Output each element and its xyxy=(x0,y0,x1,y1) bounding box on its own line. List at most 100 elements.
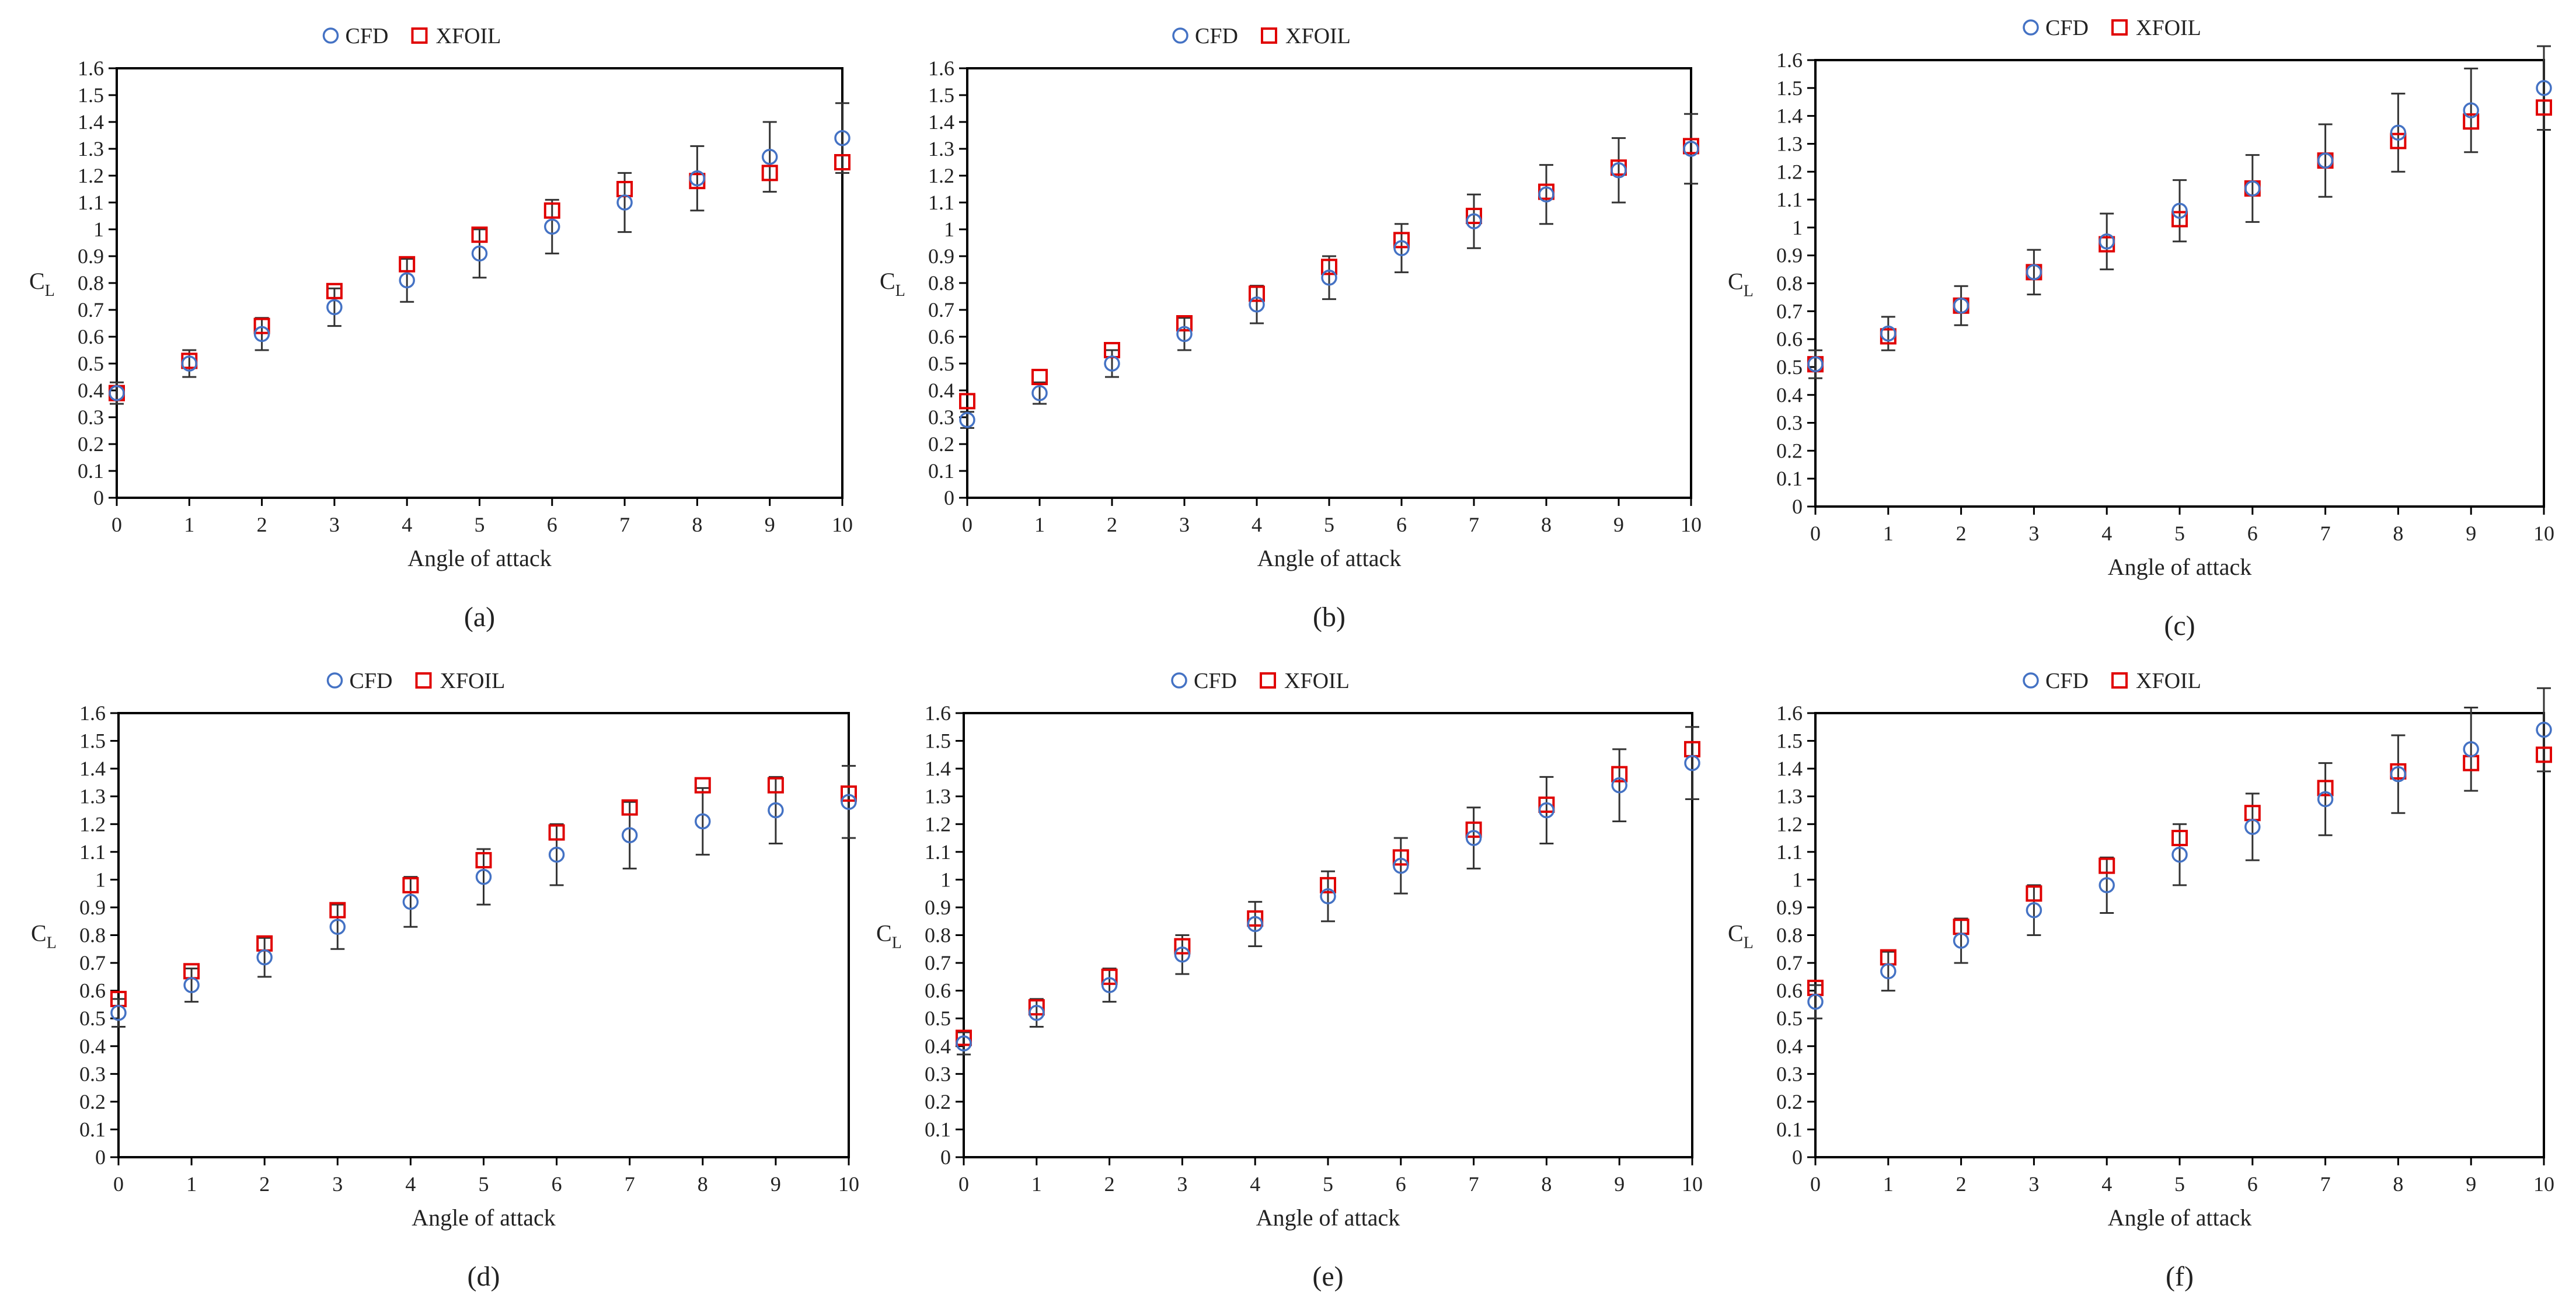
cfd-point xyxy=(1466,213,1482,229)
x-tick-label: 8 xyxy=(2393,1172,2403,1196)
x-tick-label: 4 xyxy=(402,513,412,536)
legend: CFD XFOIL xyxy=(1172,24,1351,48)
cfd-point xyxy=(253,326,270,343)
y-tick-label: 0.7 xyxy=(1776,299,1803,323)
y-tick-label: 0.1 xyxy=(925,1118,951,1141)
xfoil-point xyxy=(548,824,565,841)
error-bar xyxy=(2173,823,2187,886)
cfd-point xyxy=(616,194,633,211)
xfoil-point xyxy=(402,877,419,893)
x-tick-label: 1 xyxy=(186,1172,197,1196)
xfoil-point xyxy=(2536,99,2552,116)
legend: CFD XFOIL xyxy=(2023,669,2201,693)
y-tick-label: 0.2 xyxy=(78,432,104,456)
y-axis-title: CL xyxy=(31,920,57,952)
cfd-point xyxy=(2463,102,2479,118)
y-tick-label: 1.3 xyxy=(78,137,104,160)
xfoil-point xyxy=(2171,830,2188,847)
xfoil-point xyxy=(1101,968,1118,985)
y-tick-label: 0.3 xyxy=(1776,411,1803,435)
cfd-point xyxy=(2244,819,2261,835)
x-tick-label: 1 xyxy=(1883,522,1894,545)
y-tick-label: 1.1 xyxy=(925,840,951,864)
x-tick-label: 9 xyxy=(765,513,775,536)
y-axis-title-main: C xyxy=(880,268,895,294)
x-tick-label: 1 xyxy=(1031,1172,1042,1196)
cfd-point xyxy=(2099,233,2115,250)
plot-frame xyxy=(116,67,843,499)
x-tick-label: 2 xyxy=(1956,522,1967,545)
legend-cfd-label: CFD xyxy=(350,669,393,693)
x-tick-label: 1 xyxy=(1883,1172,1894,1196)
error-bar xyxy=(2027,884,2041,936)
y-tick-label: 0.9 xyxy=(1776,896,1803,919)
y-axis-title-main: C xyxy=(29,268,45,294)
error-bar xyxy=(257,937,272,978)
x-tick-label: 3 xyxy=(2028,522,2039,545)
cfd-point xyxy=(1393,240,1410,256)
x-tick-label: 2 xyxy=(1107,513,1117,536)
x-tick-label: 1 xyxy=(184,513,194,536)
error-bar xyxy=(2537,687,2551,773)
error-bar xyxy=(111,998,126,1028)
x-tick-label: 5 xyxy=(2174,1172,2185,1196)
y-tick-label: 0.3 xyxy=(78,406,104,429)
legend-cfd-label: CFD xyxy=(2045,16,2089,40)
error-bar xyxy=(2391,92,2406,173)
x-tick-label: 6 xyxy=(2247,522,2258,545)
y-tick-label: 0.4 xyxy=(78,379,104,402)
error-bar xyxy=(1684,113,1698,185)
y-tick-label: 0.8 xyxy=(79,924,106,947)
cfd-point xyxy=(1247,916,1263,933)
y-tick-label: 1.6 xyxy=(1776,701,1803,725)
y-tick-label: 1.1 xyxy=(79,840,106,864)
y-tick-label: 0 xyxy=(1792,495,1803,518)
error-bar xyxy=(1466,806,1481,870)
xfoil-point xyxy=(761,165,778,181)
legend-xfoil-marker xyxy=(411,27,428,44)
y-axis-title-main: C xyxy=(876,920,892,947)
legend-xfoil-marker xyxy=(415,672,432,689)
error-bar xyxy=(1248,900,1263,948)
y-tick-label: 0.4 xyxy=(1776,383,1803,407)
y-tick-label: 1.5 xyxy=(925,729,951,753)
y-tick-label: 1.4 xyxy=(928,110,954,134)
cfd-point xyxy=(183,977,200,993)
y-tick-label: 0.2 xyxy=(1776,439,1803,462)
y-tick-label: 0.2 xyxy=(79,1090,106,1113)
cfd-point xyxy=(841,794,857,810)
y-tick-label: 0.6 xyxy=(1776,979,1803,1003)
xfoil-point xyxy=(1466,208,1482,224)
xfoil-point xyxy=(1392,849,1409,866)
y-tick-label: 0.5 xyxy=(928,352,954,375)
y-tick-label: 1.4 xyxy=(925,757,951,780)
error-bar xyxy=(1881,316,1895,351)
y-tick-label: 1.3 xyxy=(925,785,951,808)
cfd-point xyxy=(110,1004,127,1021)
legend-xfoil-label: XFOIL xyxy=(1285,24,1351,48)
x-tick-label: 2 xyxy=(259,1172,270,1196)
cfd-point xyxy=(548,846,565,863)
xfoil-point xyxy=(1538,796,1555,813)
cfd-point xyxy=(2317,152,2334,169)
legend-xfoil-label: XFOIL xyxy=(440,669,506,693)
y-axis-title-subscript: L xyxy=(1744,282,1754,301)
cfd-point xyxy=(1465,830,1482,846)
error-bar xyxy=(1612,748,1627,822)
error-bar xyxy=(2318,762,2333,836)
y-tick-label: 1.1 xyxy=(1776,188,1803,211)
legend-cfd-marker xyxy=(1172,27,1188,44)
error-bar xyxy=(1685,726,1699,800)
error-bar xyxy=(960,411,974,429)
cfd-point xyxy=(475,868,492,885)
xfoil-point xyxy=(841,785,857,802)
y-tick-label: 0.1 xyxy=(1776,1118,1803,1141)
x-tick-label: 8 xyxy=(1541,1172,1552,1196)
x-tick-label: 5 xyxy=(1323,1172,1333,1196)
cfd-point xyxy=(1538,186,1554,202)
panel-label: (a) xyxy=(464,602,495,633)
x-tick-label: 8 xyxy=(698,1172,708,1196)
x-tick-label: 7 xyxy=(2320,1172,2331,1196)
xfoil-point xyxy=(253,317,270,334)
